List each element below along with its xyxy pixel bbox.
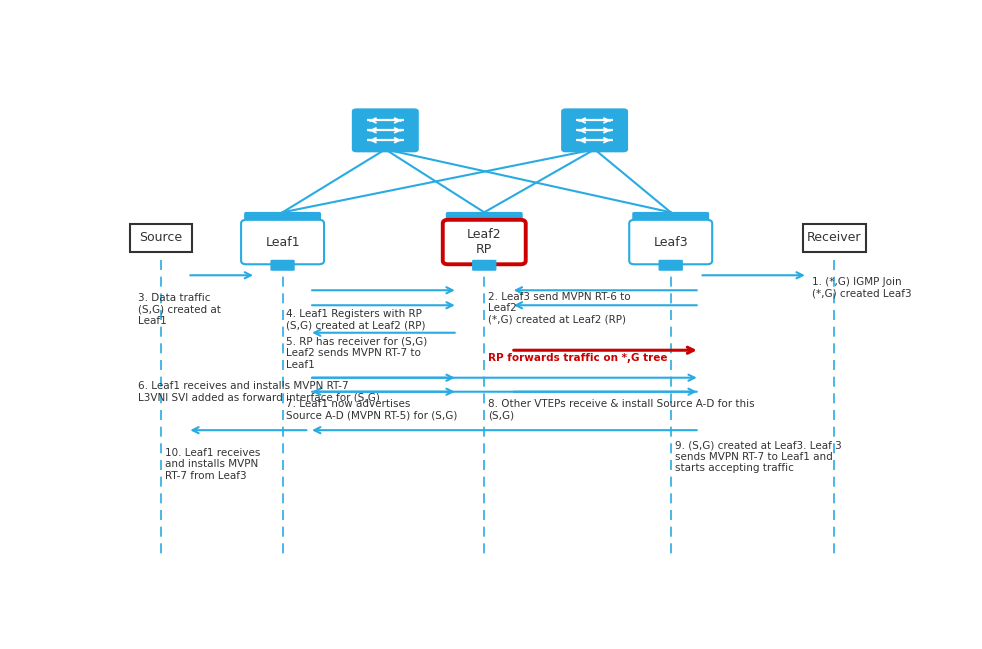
FancyBboxPatch shape [659,260,682,271]
FancyBboxPatch shape [446,212,522,226]
Text: 10. Leaf1 receives
and installs MVPN
RT-7 from Leaf3: 10. Leaf1 receives and installs MVPN RT-… [165,448,260,481]
FancyBboxPatch shape [242,220,324,264]
Text: RP forwards traffic on *,G tree: RP forwards traffic on *,G tree [488,353,668,363]
FancyBboxPatch shape [245,212,321,226]
Text: 4. Leaf1 Registers with RP
(S,G) created at Leaf2 (RP): 4. Leaf1 Registers with RP (S,G) created… [287,309,426,330]
Text: 3. Data traffic
(S,G) created at
Leaf1: 3. Data traffic (S,G) created at Leaf1 [137,293,221,326]
FancyBboxPatch shape [629,220,712,264]
Text: 9. (S,G) created at Leaf3. Leaf 3
sends MVPN RT-7 to Leaf1 and
starts accepting : 9. (S,G) created at Leaf3. Leaf 3 sends … [675,440,842,473]
Text: Leaf2
RP: Leaf2 RP [466,228,502,256]
Text: 6. Leaf1 receives and installs MVPN RT-7
L3VNI SVI added as forward interface fo: 6. Leaf1 receives and installs MVPN RT-7… [137,381,380,403]
FancyBboxPatch shape [443,220,525,264]
Text: 2. Leaf3 send MVPN RT-6 to
Leaf2
(*,G) created at Leaf2 (RP): 2. Leaf3 send MVPN RT-6 to Leaf2 (*,G) c… [488,292,630,325]
Text: 1. (*,G) IGMP Join
(*,G) created Leaf3: 1. (*,G) IGMP Join (*,G) created Leaf3 [811,276,911,299]
FancyBboxPatch shape [352,108,418,153]
FancyBboxPatch shape [472,260,497,271]
Text: 5. RP has receiver for (S,G)
Leaf2 sends MVPN RT-7 to
Leaf1: 5. RP has receiver for (S,G) Leaf2 sends… [287,337,427,370]
Text: 7. Leaf1 now advertises
Source A-D (MVPN RT-5) for (S,G): 7. Leaf1 now advertises Source A-D (MVPN… [287,398,458,421]
Text: Receiver: Receiver [807,231,861,244]
Bar [130,224,192,252]
Text: Leaf3: Leaf3 [653,236,688,249]
Text: 8. Other VTEPs receive & install Source A-D for this
(S,G): 8. Other VTEPs receive & install Source … [488,398,755,421]
FancyBboxPatch shape [561,108,628,153]
Text: Leaf1: Leaf1 [265,236,300,249]
Text: Source: Source [139,231,183,244]
Bar [803,224,865,252]
FancyBboxPatch shape [270,260,295,271]
FancyBboxPatch shape [632,212,709,226]
